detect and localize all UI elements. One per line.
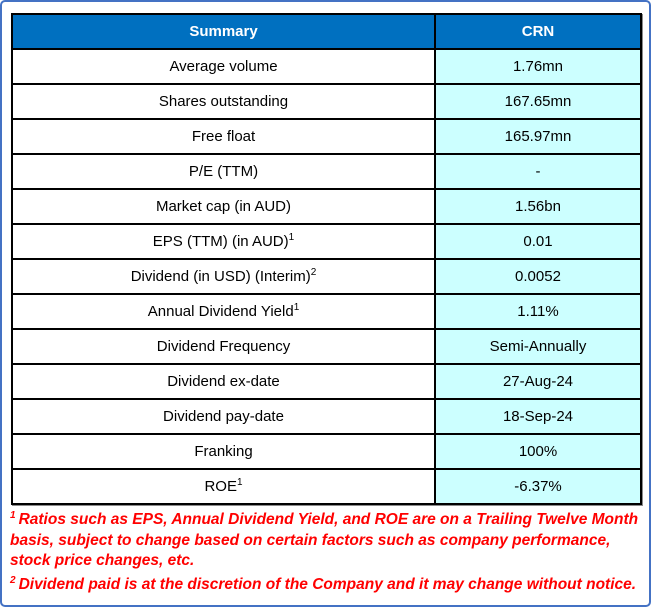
metric-label: EPS (TTM) (in AUD)1 [11, 223, 436, 260]
metric-value: Semi-Annually [434, 328, 642, 365]
table-row: Free float 165.97mn [11, 118, 642, 155]
metric-label: P/E (TTM) [11, 153, 436, 190]
metric-label: Shares outstanding [11, 83, 436, 120]
metric-label-text: Dividend ex-date [167, 373, 280, 390]
table-row: Franking 100% [11, 433, 642, 470]
metric-label: Dividend pay-date [11, 398, 436, 435]
table-row: Shares outstanding 167.65mn [11, 83, 642, 120]
metric-label: Free float [11, 118, 436, 155]
footnote-1: 1 Ratios such as EPS, Annual Dividend Yie… [10, 509, 641, 572]
metric-label-text: Average volume [169, 58, 278, 75]
metric-label: Dividend Frequency [11, 328, 436, 365]
table-row: Market cap (in AUD) 1.56bn [11, 188, 642, 225]
table-row: Average volume 1.76mn [11, 48, 642, 85]
metric-value: 27-Aug-24 [434, 363, 642, 400]
metric-label: Dividend (in USD) (Interim)2 [11, 258, 436, 295]
metric-label-text: Shares outstanding [158, 93, 289, 110]
footnote-ref: 1 [236, 477, 243, 488]
metric-value: 1.11% [434, 293, 642, 330]
metric-label-text: P/E (TTM) [188, 163, 259, 180]
metric-value: - [434, 153, 642, 190]
metric-label: ROE1 [11, 468, 436, 505]
metric-label-text: Dividend pay-date [163, 408, 284, 425]
metric-label: Market cap (in AUD) [11, 188, 436, 225]
footnote-1-marker: 1 [10, 510, 16, 521]
metric-label-text: Market cap (in AUD) [155, 198, 292, 215]
footnote-ref: 1 [288, 232, 295, 243]
footnote-2: 2 Dividend paid is at the discretion of t… [10, 574, 641, 596]
table-row: Dividend Frequency Semi-Annually [11, 328, 642, 365]
metric-value: 100% [434, 433, 642, 470]
metric-value: 1.56bn [434, 188, 642, 225]
table-row: Dividend ex-date 27-Aug-24 [11, 363, 642, 400]
metric-value: 167.65mn [434, 83, 642, 120]
metric-label-text: Annual Dividend Yield [147, 303, 294, 320]
metric-label-text: Free float [191, 128, 256, 145]
metric-value: 0.01 [434, 223, 642, 260]
metric-label: Franking [11, 433, 436, 470]
metric-label: Dividend ex-date [11, 363, 436, 400]
footnotes-section: 1 Ratios such as EPS, Annual Dividend Yie… [10, 509, 641, 595]
metric-value: -6.37% [434, 468, 642, 505]
metric-value: 165.97mn [434, 118, 642, 155]
table-row: ROE1 -6.37% [11, 468, 642, 505]
metric-value: 1.76mn [434, 48, 642, 85]
metric-label-text: Dividend (in USD) (Interim) [130, 268, 311, 285]
footnote-1-text: Ratios such as EPS, Annual Dividend Yiel… [10, 511, 639, 570]
metric-label-text: Dividend Frequency [156, 338, 291, 355]
table-row: EPS (TTM) (in AUD)1 0.01 [11, 223, 642, 260]
column-header-summary: Summary [11, 13, 436, 50]
footnote-2-marker: 2 [10, 574, 16, 586]
table-row: Dividend pay-date 18-Sep-24 [11, 398, 642, 435]
metric-label-text: EPS (TTM) (in AUD) [152, 233, 289, 250]
metric-label-text: ROE [204, 478, 237, 495]
summary-stats-table: Summary CRN Average volume 1.76mn Shares… [11, 13, 642, 505]
footnote-ref: 1 [293, 302, 300, 313]
column-header-crn: CRN [434, 13, 642, 50]
metric-label-text: Franking [194, 443, 253, 460]
table-row: Dividend (in USD) (Interim)2 0.0052 [11, 258, 642, 295]
metric-value: 18-Sep-24 [434, 398, 642, 435]
metric-value: 0.0052 [434, 258, 642, 295]
table-header-row: Summary CRN [11, 13, 642, 50]
table-row: Annual Dividend Yield1 1.11% [11, 293, 642, 330]
footnote-ref: 2 [310, 267, 317, 278]
table-row: P/E (TTM) - [11, 153, 642, 190]
metric-label: Annual Dividend Yield1 [11, 293, 436, 330]
metric-label: Average volume [11, 48, 436, 85]
footnote-2-text: Dividend paid is at the discretion of th… [18, 575, 637, 593]
